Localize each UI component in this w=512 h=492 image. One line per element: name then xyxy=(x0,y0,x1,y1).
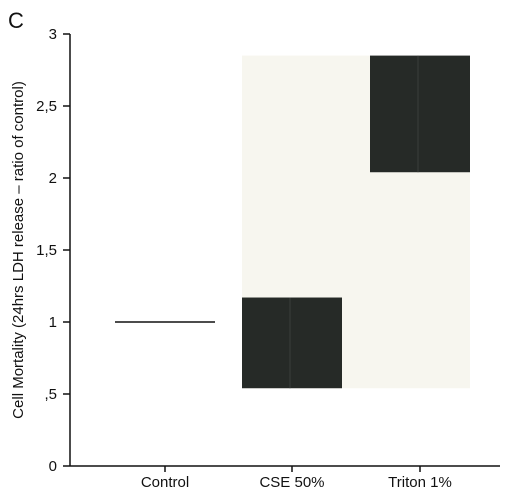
x-category-label-cse-50: CSE 50% xyxy=(259,474,324,491)
boxes-layer xyxy=(115,55,470,389)
x-category-label-control: Control xyxy=(141,474,189,491)
y-tick-label: 1,5 xyxy=(36,242,57,259)
y-tick-label: 3 xyxy=(49,26,57,43)
y-ticks: 0 ,5 1 1,5 2 2,5 3 xyxy=(36,26,70,475)
y-tick-label: 2 xyxy=(49,170,57,187)
y-axis-label: Cell Mortality (24hrs LDH release – rati… xyxy=(10,81,27,419)
y-tick-label: 1 xyxy=(49,314,57,331)
y-tick-label: 0 xyxy=(49,458,57,475)
y-tick-label: 2,5 xyxy=(36,98,57,115)
x-categories: Control CSE 50% Triton 1% xyxy=(141,466,452,491)
box-triton-1 xyxy=(370,55,470,173)
y-tick-label: ,5 xyxy=(44,386,57,403)
panel-label: C xyxy=(8,8,24,33)
box-cse-50 xyxy=(242,297,342,389)
x-category-label-triton-1: Triton 1% xyxy=(388,474,452,491)
